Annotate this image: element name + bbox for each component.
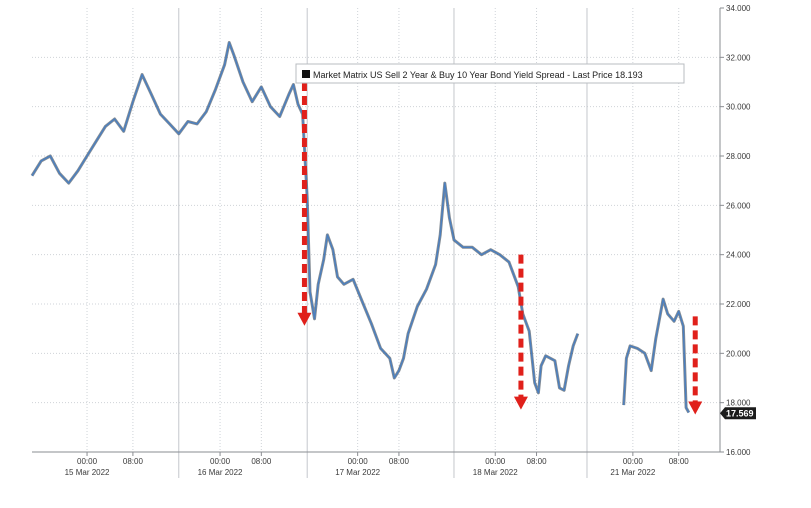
legend-swatch	[302, 70, 310, 78]
last-price-label: 17.569	[726, 408, 754, 418]
annotation-arrow-head	[297, 312, 312, 326]
x-tick-label: 08:00	[251, 457, 272, 466]
x-tick-label: 00:00	[348, 457, 369, 466]
last-price-box	[720, 407, 756, 420]
x-date-label: 21 Mar 2022	[610, 468, 655, 477]
grid-layer	[32, 8, 720, 452]
legend-box	[295, 63, 685, 84]
y-tick-label: 20.000	[726, 349, 751, 358]
legend: Market Matrix US Sell 2 Year & Buy 10 Ye…	[295, 63, 685, 84]
last-price-tag: 17.569	[720, 407, 756, 420]
y-tick-label: 28.000	[726, 152, 751, 161]
x-tick-label: 08:00	[669, 457, 690, 466]
x-tick-label: 00:00	[210, 457, 231, 466]
y-tick-label: 34.000	[726, 4, 751, 13]
y-tick-label: 18.000	[726, 399, 751, 408]
series-line-shadow	[30, 41, 580, 395]
axes	[32, 8, 721, 453]
series-line	[31, 41, 579, 394]
x-date-label: 17 Mar 2022	[335, 468, 380, 477]
x-date-label: 16 Mar 2022	[198, 468, 243, 477]
y-tick-label: 26.000	[726, 201, 751, 210]
annotation-arrows	[297, 82, 703, 415]
annotation-arrow-head	[688, 401, 703, 415]
x-ticks: 00:00 08:00 00:00 08:00 00:00 08:00 00:00 08:00…	[65, 452, 690, 477]
x-tick-label: 08:00	[389, 457, 410, 466]
y-tick-label: 32.000	[726, 53, 751, 62]
y-tick-label: 22.000	[726, 300, 751, 309]
legend-text: Market Matrix US Sell 2 Year & Buy 10 Ye…	[313, 70, 643, 80]
y-tick-label: 16.000	[726, 448, 751, 457]
x-tick-label: 00:00	[485, 457, 506, 466]
series-layer	[30, 41, 691, 414]
y-tick-label: 30.000	[726, 103, 751, 112]
x-date-label: 18 Mar 2022	[473, 468, 518, 477]
series-line	[623, 298, 690, 413]
x-tick-label: 00:00	[77, 457, 98, 466]
x-tick-label: 08:00	[527, 457, 548, 466]
annotation-arrow-head	[513, 396, 528, 410]
x-date-label: 15 Mar 2022	[65, 468, 110, 477]
y-tick-label: 24.000	[726, 251, 751, 260]
x-tick-label: 00:00	[623, 457, 644, 466]
x-tick-label: 08:00	[123, 457, 144, 466]
y-ticks: 16.000 18.000 20.000 22.000 24.000 26.000 28.0…	[720, 4, 751, 457]
